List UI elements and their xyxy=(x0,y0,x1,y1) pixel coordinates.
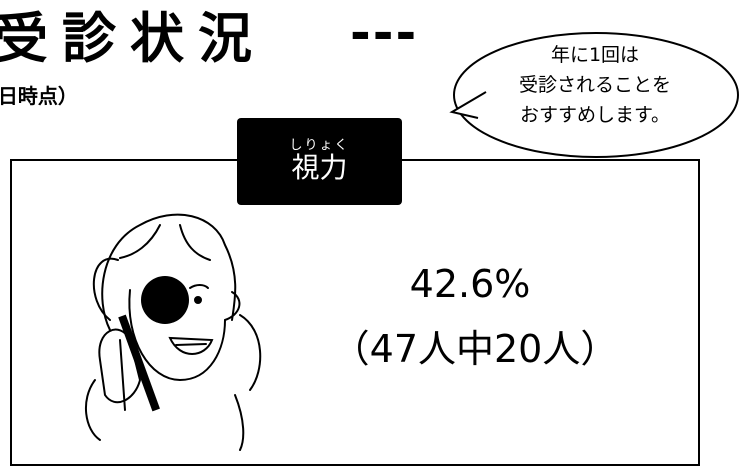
page: {"header": {"title": "受診状況", "decoration… xyxy=(0,0,745,472)
bubble-text: 年に1回は 受診されることを おすすめします。 xyxy=(470,40,720,130)
bubble-line: 受診されることを xyxy=(470,70,720,100)
category-label: 視力 xyxy=(237,153,402,183)
category-tab: しりょく 視力 xyxy=(237,118,402,205)
date-note: 0日時点） xyxy=(0,80,78,109)
card-frame xyxy=(11,160,699,465)
title: 受診状況 xyxy=(0,0,266,73)
count: （47人中20人） xyxy=(310,318,640,373)
rate: 42.6% xyxy=(340,262,600,306)
title-decoration: --- xyxy=(350,4,418,62)
bubble-line: 年に1回は xyxy=(470,40,720,70)
bubble-line: おすすめします。 xyxy=(470,100,720,130)
eye-occluder xyxy=(141,276,189,324)
